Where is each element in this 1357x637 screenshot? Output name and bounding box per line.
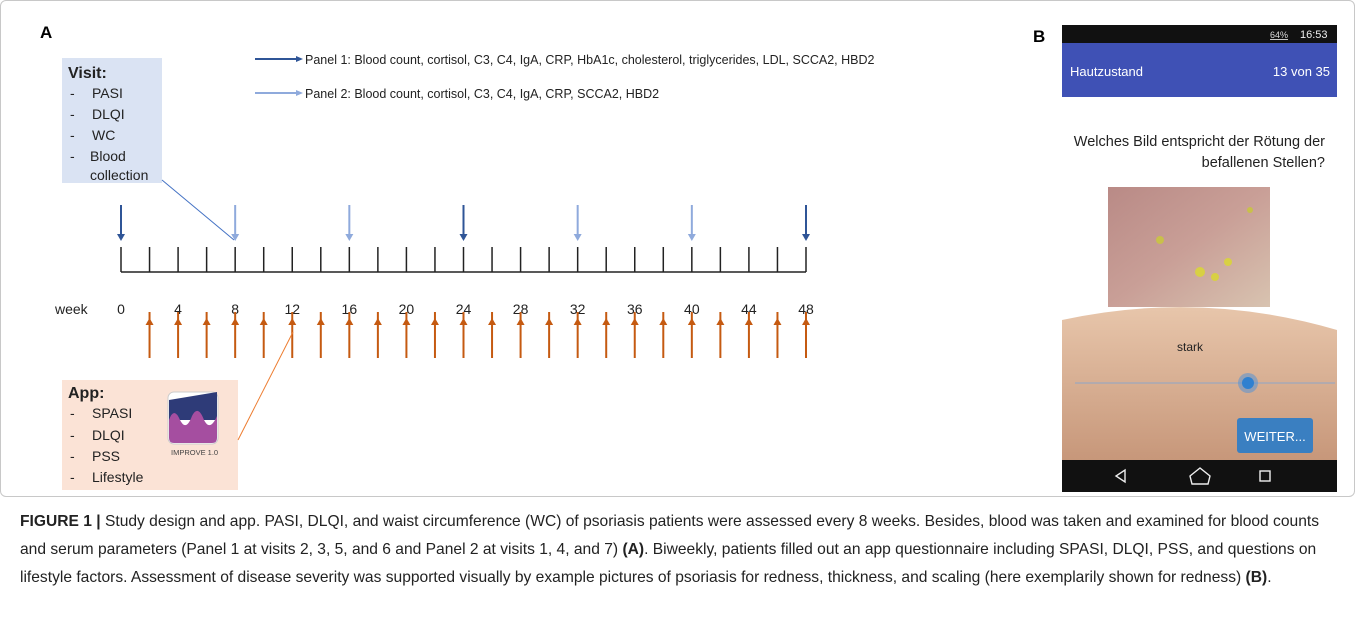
caption: FIGURE 1 | Study design and app. PASI, D… (20, 508, 1340, 592)
example-image (1108, 187, 1270, 307)
progress: 13 von 35 (1273, 64, 1330, 79)
caption-ref: (B) (1245, 569, 1268, 586)
week-label: 32 (570, 301, 586, 317)
dash: - (70, 448, 75, 464)
dash: - (70, 106, 75, 122)
week-label: 20 (399, 301, 415, 317)
arrow-head (659, 318, 668, 325)
visit-title: Visit: (68, 65, 107, 82)
app-item: SPASI (92, 405, 132, 421)
arrow-head (345, 318, 354, 325)
visit-box (62, 58, 162, 183)
figure: A Panel 1: Blood count, cortisol, C3, C4… (40, 23, 1337, 492)
week-label: 40 (684, 301, 700, 317)
app-title: App: (68, 385, 104, 402)
arrow-head (716, 318, 725, 325)
week-label: 4 (174, 301, 182, 317)
visit-item: Blood collection (90, 148, 149, 183)
next-button-label[interactable]: WEITER... (1244, 429, 1305, 444)
dash: - (70, 469, 75, 485)
arrow-head (488, 318, 497, 325)
timeline-marks: 0 4 8 12 16 20 24 28 32 36 40 44 48 (117, 205, 814, 358)
caption-text: Study design and app. PASI, DLQI, and wa… (20, 513, 1320, 558)
arrow-head (773, 318, 782, 325)
arrow-head (602, 318, 611, 325)
arrow-head (744, 318, 753, 325)
app-item: DLQI (92, 427, 125, 443)
arrow-head (373, 318, 382, 325)
week-label: 0 (117, 301, 125, 317)
dash: - (70, 85, 75, 101)
arrow-head (231, 234, 240, 241)
visit-item-wrap: Blood collection (90, 148, 149, 183)
arrow-head (545, 318, 554, 325)
dash: - (70, 127, 75, 143)
arrow-head (802, 318, 810, 325)
caption-text: . Biweekly, patients filled out an app q… (20, 541, 1317, 586)
dash: - (70, 427, 75, 443)
question: Welches Bild entspricht der Rötung der b… (1073, 134, 1325, 171)
legend: Panel 1: Blood count, cortisol, C3, C4, … (255, 53, 875, 101)
arrow-head (802, 234, 810, 241)
arrow-head (402, 318, 411, 325)
arrow-head (630, 318, 639, 325)
arrow-head (259, 318, 268, 325)
arrow-head (687, 234, 696, 241)
arrow-head (345, 234, 354, 241)
week-label: 16 (342, 301, 358, 317)
week-label: 24 (456, 301, 472, 317)
week-label: 48 (798, 301, 814, 317)
panel-label: A (40, 23, 52, 42)
slider-label: stark (1177, 340, 1204, 354)
arrow-head (288, 318, 297, 325)
arrow-head (573, 234, 582, 241)
panel-label: B (1033, 27, 1045, 46)
week-label: 12 (284, 301, 300, 317)
phone-screen: 64% 16:53 Hautzustand 13 von 35 Welches … (1062, 25, 1337, 492)
dash: - (70, 148, 75, 164)
visit-item: PASI (92, 85, 123, 101)
connector (161, 179, 235, 241)
arrow-head (459, 318, 468, 325)
legend-head (296, 56, 303, 62)
dash: - (70, 405, 75, 421)
battery: 64% (1270, 30, 1288, 40)
week-label: 36 (627, 301, 643, 317)
arrow-head (231, 318, 240, 325)
screen-title: Hautzustand (1070, 64, 1143, 79)
visit-item: WC (92, 127, 115, 143)
axis-label: week (54, 301, 89, 317)
arrow-head (316, 318, 325, 325)
visit-item: DLQI (92, 106, 125, 122)
legend-head (296, 90, 303, 96)
arrow-head (202, 318, 211, 325)
legend-text: Panel 2: Blood count, cortisol, C3, C4, … (305, 87, 659, 101)
arrow-head (117, 234, 125, 241)
arrow-head (687, 318, 696, 325)
arrow-head (430, 318, 439, 325)
arrow-head (459, 234, 468, 241)
week-label: 44 (741, 301, 757, 317)
figure-frame (0, 0, 1355, 497)
caption-text: . (1267, 569, 1272, 586)
caption-label: FIGURE 1 | (20, 513, 101, 530)
arrow-head (573, 318, 582, 325)
app-icon-label: IMPROVE 1.0 (171, 448, 218, 457)
caption-ref: (A) (622, 541, 645, 558)
arrow-head (516, 318, 525, 325)
next-button[interactable] (1237, 418, 1313, 453)
week-label: 28 (513, 301, 529, 317)
arrow-head (174, 318, 183, 325)
app-icon (167, 391, 219, 445)
connector (237, 331, 294, 441)
app-item: PSS (92, 448, 120, 464)
legend-text: Panel 1: Blood count, cortisol, C3, C4, … (305, 53, 875, 67)
app-item: Lifestyle (92, 469, 144, 485)
arrow-head (145, 318, 154, 325)
week-label: 8 (231, 301, 239, 317)
clock: 16:53 (1300, 29, 1328, 41)
